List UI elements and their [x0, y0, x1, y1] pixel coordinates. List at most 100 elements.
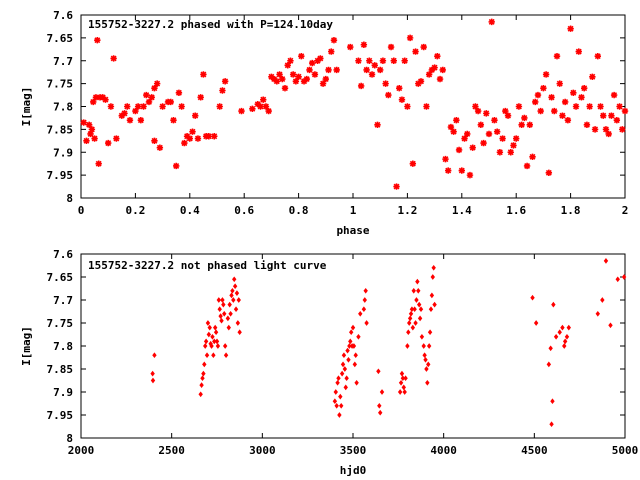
data-point — [426, 361, 431, 368]
data-point — [212, 324, 218, 331]
y-tick-label: 7.7 — [53, 294, 73, 307]
data-point — [553, 52, 561, 60]
data-point — [434, 52, 441, 60]
data-point — [431, 264, 436, 271]
data-point — [347, 43, 354, 51]
data-point — [532, 98, 539, 106]
y-tick-label: 7.8 — [53, 340, 73, 353]
data-point — [557, 329, 562, 336]
data-point — [153, 80, 161, 87]
data-point — [170, 117, 177, 124]
data-point — [450, 128, 457, 135]
data-point — [124, 103, 131, 110]
data-point — [212, 338, 217, 345]
data-point — [88, 126, 96, 133]
data-point — [398, 379, 404, 386]
data-point — [556, 80, 563, 87]
data-point — [91, 135, 98, 142]
data-point — [137, 117, 145, 124]
data-point — [564, 117, 572, 124]
data-point — [344, 375, 349, 382]
data-point — [537, 107, 544, 115]
data-point — [504, 112, 512, 119]
data-point — [364, 320, 369, 326]
data-point — [151, 137, 158, 145]
data-point — [219, 317, 224, 324]
data-point — [432, 301, 437, 308]
data-point — [362, 297, 367, 303]
data-point — [357, 82, 365, 90]
data-point — [303, 75, 310, 83]
data-point — [379, 57, 387, 64]
data-point — [455, 146, 463, 154]
x-tick-label: 5000 — [612, 444, 639, 457]
data-point — [325, 66, 332, 74]
data-point — [262, 103, 270, 110]
data-point — [428, 66, 436, 74]
data-point — [439, 66, 446, 74]
data-point — [192, 112, 199, 119]
data-point — [350, 324, 356, 331]
data-point — [562, 343, 567, 349]
data-point — [175, 89, 183, 96]
data-point — [110, 55, 117, 62]
data-point — [80, 119, 87, 126]
data-point — [515, 103, 523, 110]
data-point — [214, 338, 220, 345]
y-tick-label: 7.95 — [47, 169, 74, 182]
data-point — [94, 36, 101, 44]
data-point — [397, 389, 403, 395]
data-point — [206, 331, 212, 338]
data-point — [377, 402, 382, 409]
data-point — [549, 421, 554, 428]
data-point — [412, 48, 419, 55]
x-tick-label: 4000 — [430, 444, 457, 457]
data-point — [222, 310, 227, 317]
data-point — [328, 48, 335, 55]
data-point — [418, 306, 424, 313]
data-point — [178, 103, 185, 110]
data-point — [406, 34, 414, 42]
data-point — [424, 366, 429, 372]
data-point — [393, 183, 400, 190]
data-point — [203, 343, 208, 349]
data-point — [499, 135, 506, 142]
data-point — [173, 162, 180, 170]
data-point — [351, 343, 357, 349]
data-point — [615, 276, 620, 283]
data-point — [83, 137, 90, 145]
data-point — [289, 71, 297, 78]
data-point — [461, 135, 468, 142]
data-point — [399, 370, 405, 377]
data-point — [226, 324, 231, 331]
data-point — [564, 333, 570, 340]
x-tick-label: 1.2 — [397, 204, 417, 217]
unphased-light-curve-panel: 2000 2500 3000 3500 4000 4500 5000 7.6 7.65 7.7 7.… — [20, 248, 638, 477]
data-point — [480, 139, 487, 147]
data-point — [600, 297, 605, 303]
data-point — [345, 347, 350, 354]
data-point — [152, 352, 157, 359]
data-point — [339, 370, 345, 377]
data-point — [298, 52, 305, 60]
y-tick-label: 7.8 — [53, 101, 73, 114]
data-point — [150, 377, 156, 384]
data-point — [401, 384, 406, 391]
data-point — [493, 128, 501, 135]
data-point — [602, 126, 610, 133]
data-point — [159, 103, 166, 110]
data-point — [219, 87, 226, 94]
data-point — [134, 103, 142, 110]
data-point — [363, 66, 370, 74]
data-point — [194, 135, 202, 142]
data-point — [201, 370, 206, 377]
y-tick-label: 7.75 — [47, 78, 74, 91]
data-point — [570, 89, 577, 96]
data-point — [458, 167, 465, 174]
data-point — [502, 107, 509, 115]
data-point — [150, 370, 155, 377]
data-point — [281, 85, 289, 92]
data-point — [353, 352, 358, 359]
data-point — [376, 368, 381, 375]
data-point — [221, 78, 229, 85]
